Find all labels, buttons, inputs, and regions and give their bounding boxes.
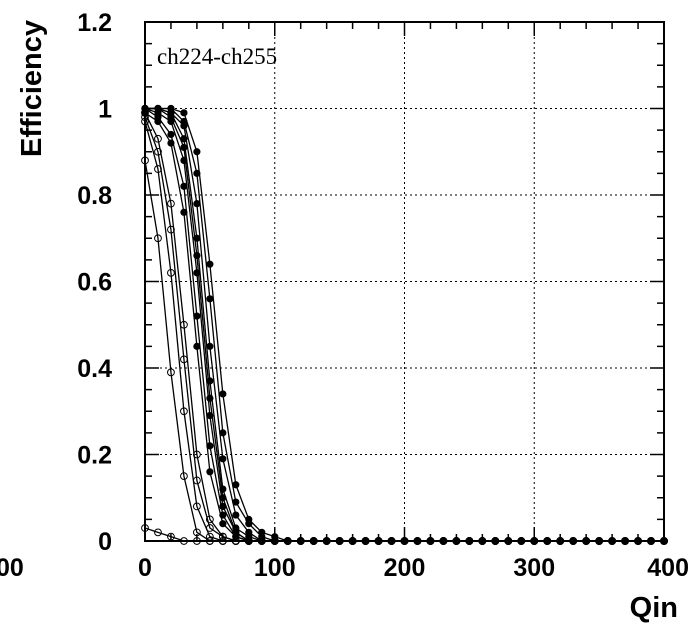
data-point <box>206 295 214 303</box>
x-tick-label: 200 <box>384 554 426 582</box>
x-tick-label: 100 <box>254 554 296 582</box>
grid-layer <box>145 22 664 541</box>
ticks-layer: 0 100 200 300 400 0 0.2 0.4 0.6 0.8 1 1.2 <box>77 9 689 582</box>
data-point <box>154 117 162 126</box>
y-tick-label: 0.2 <box>77 442 112 470</box>
data-point <box>180 182 188 190</box>
data-point <box>180 109 188 117</box>
data-point <box>219 429 227 437</box>
chart-annotation: ch224-ch255 <box>157 44 277 69</box>
data-point <box>154 234 162 243</box>
y-tick-label: 1 <box>98 96 112 124</box>
data-point <box>193 148 201 156</box>
x-tick-label: 300 <box>513 554 555 582</box>
data-point <box>206 468 214 476</box>
data-point <box>180 407 188 416</box>
y-tick-label: 0.8 <box>77 182 112 210</box>
data-point <box>193 502 201 511</box>
y-tick-label: 1.2 <box>77 9 112 37</box>
data-point <box>180 208 188 216</box>
data-point <box>232 481 240 489</box>
data-point <box>167 368 175 377</box>
data-point <box>167 139 175 147</box>
x-tick-label-left-fragment: 00 <box>0 554 24 582</box>
data-point <box>205 515 214 524</box>
data-point <box>167 104 175 113</box>
data-point <box>154 134 162 143</box>
x-tick-label: 400 <box>647 554 689 582</box>
y-tick-label: 0 <box>98 528 112 556</box>
data-point <box>154 165 162 173</box>
data-point <box>232 498 240 506</box>
data-point <box>180 472 188 481</box>
y-axis-title: Efficiency <box>16 20 48 157</box>
data-point <box>258 528 266 536</box>
data-point <box>206 342 214 350</box>
y-tick-label: 0.4 <box>77 355 112 383</box>
x-tick-label: 0 <box>138 554 152 582</box>
x-axis-title: Qin <box>630 592 678 624</box>
data-point <box>193 200 201 208</box>
data-point <box>245 515 253 523</box>
data-point <box>193 251 201 260</box>
y-tick-label: 0.6 <box>77 269 112 297</box>
data-point <box>206 394 214 402</box>
data-point <box>232 528 240 536</box>
data-point <box>206 260 214 268</box>
data-point <box>219 520 227 528</box>
data-point <box>167 199 175 208</box>
data-point <box>167 130 175 139</box>
data-point <box>219 390 227 398</box>
data-point <box>180 320 188 329</box>
data-point <box>180 143 188 152</box>
data-point <box>167 268 175 277</box>
data-point <box>193 342 201 350</box>
data-point <box>167 113 175 121</box>
data-point <box>219 455 227 463</box>
data-point <box>154 528 162 537</box>
data-point <box>154 147 162 156</box>
data-point <box>219 494 227 502</box>
data-point <box>193 450 201 459</box>
data-point <box>232 511 240 519</box>
